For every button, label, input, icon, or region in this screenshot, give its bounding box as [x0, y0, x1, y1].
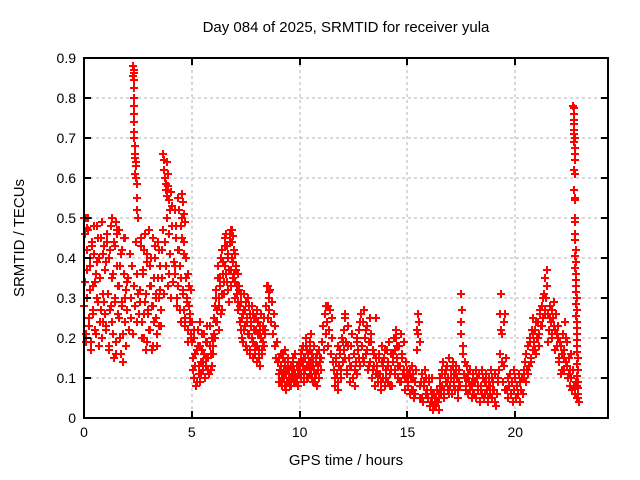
x-tick-label: 5 [187, 424, 196, 440]
x-tick-label: 0 [80, 424, 88, 440]
y-tick-label: 0.1 [56, 370, 76, 386]
x-axis-title: GPS time / hours [288, 452, 404, 469]
x-tick-label: 15 [399, 424, 416, 440]
x-tick-label: 10 [291, 424, 308, 440]
y-tick-label: 0.7 [56, 130, 76, 146]
chart-title: Day 084 of 2025, SRMTID for receiver yul… [202, 19, 490, 36]
plot-border [83, 57, 609, 419]
y-tick-label: 0 [68, 410, 76, 426]
y-tick-label: 0.4 [56, 250, 76, 266]
data-points [80, 62, 583, 414]
y-tick-label: 0.5 [56, 210, 76, 226]
y-tick-label: 0.8 [56, 90, 76, 106]
y-tick-label: 0.6 [56, 170, 76, 186]
x-tick-label: 20 [507, 424, 524, 440]
y-tick-label: 0.9 [56, 50, 76, 66]
y-tick-label: 0.2 [56, 330, 76, 346]
y-tick-label: 0.3 [56, 290, 76, 306]
